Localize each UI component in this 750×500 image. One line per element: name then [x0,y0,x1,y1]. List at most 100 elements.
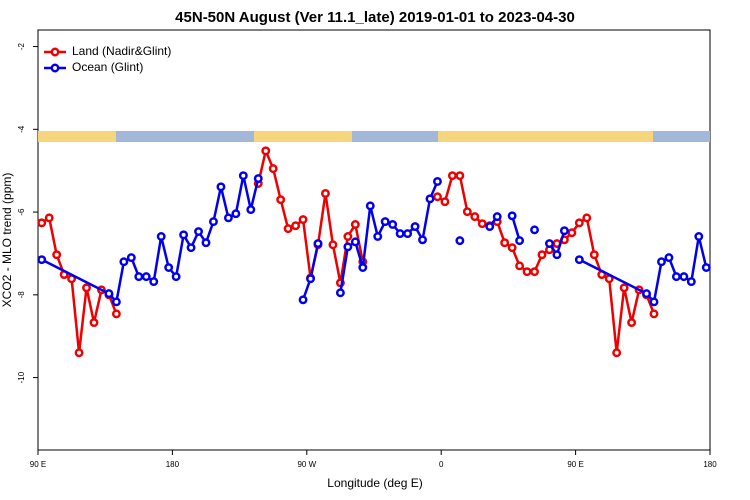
data-point [507,243,517,253]
x-tick-label: 90 E [567,460,583,469]
data-point [515,261,525,271]
data-point [52,250,62,260]
data-point [276,195,286,205]
data-point [388,220,398,229]
land-strip [438,131,653,142]
data-point [530,267,539,277]
data-point [470,212,480,222]
data-point [507,211,517,221]
data-point [246,205,256,215]
data-point [253,174,263,184]
data-point [537,250,547,260]
data-point [89,318,99,328]
data-point [164,263,174,272]
data-point [350,220,360,229]
chart-title: 45N-50N August (Ver 11.1_late) 2019-01-0… [175,9,575,26]
land-strip [254,131,352,142]
data-point [37,218,47,228]
data-point [574,218,584,228]
data-point [104,289,114,299]
data-point [522,267,532,277]
legend-label: Land (Nadir&Glint) [72,44,171,58]
ocean-strip [38,131,710,142]
data-point [298,215,308,224]
data-point [671,272,681,282]
data-point [209,217,218,227]
x-tick-label: 0 [439,460,444,469]
data-point [433,192,442,202]
data-point [686,277,696,287]
legend-marker [50,47,60,57]
data-point [492,212,502,222]
data-point [649,297,659,307]
data-point [82,283,91,293]
data-point [574,255,584,265]
data-point [306,274,315,284]
data-point [552,250,562,260]
data-point [119,257,129,267]
data-point [589,250,599,260]
data-point [447,171,457,181]
data-point [403,229,413,239]
data-point [216,182,226,192]
data-point [567,228,577,238]
data-point [612,348,622,358]
data-point [433,176,442,186]
data-point [268,164,278,174]
land-ocean-strip [38,131,710,142]
data-point [223,213,233,223]
y-tick-label: -6 [17,208,26,216]
data-point [238,171,248,181]
data-point [111,297,121,307]
data-point [313,239,323,248]
data-point [515,236,525,246]
data-point [261,146,271,156]
data-point [455,236,465,246]
plot-frame [37,29,711,451]
data-point [500,238,510,248]
data-point [134,272,144,282]
data-point [171,272,181,282]
data-point [350,237,360,247]
data-point [582,213,592,223]
data-point [126,253,136,263]
data-point [477,219,487,229]
data-point [694,232,704,241]
data-point [283,224,293,234]
data-point [231,209,241,219]
data-point [373,232,383,241]
y-tick-label: -8 [17,291,26,299]
legend-item: Ocean (Glint) [44,60,143,74]
series [37,171,711,307]
y-tick-label: -4 [17,125,26,133]
data-point [642,289,651,299]
data-point [664,253,674,263]
data-point [156,232,166,241]
y-tick-label: -10 [17,371,26,383]
data-point [380,217,390,227]
data-point [186,243,196,253]
y-tick-label: -2 [17,42,26,50]
data-point [194,227,203,236]
data-point [365,201,375,211]
data-point [657,257,666,267]
data-point [358,263,368,272]
data-point [455,171,465,181]
data-point [410,222,420,232]
data-point [485,222,495,232]
legend-marker [50,63,60,73]
legend-label: Ocean (Glint) [72,60,143,74]
x-tick-label: 90 E [30,460,46,469]
land-strip [38,131,116,142]
x-tick-label: 180 [166,460,180,469]
data-point [619,283,629,293]
data-point [559,226,569,236]
data-point [649,309,659,319]
data-point [530,225,539,235]
data-point [328,240,338,250]
data-point [679,272,689,282]
data-point [395,229,405,239]
data-point [179,230,189,240]
data-point [149,277,159,287]
